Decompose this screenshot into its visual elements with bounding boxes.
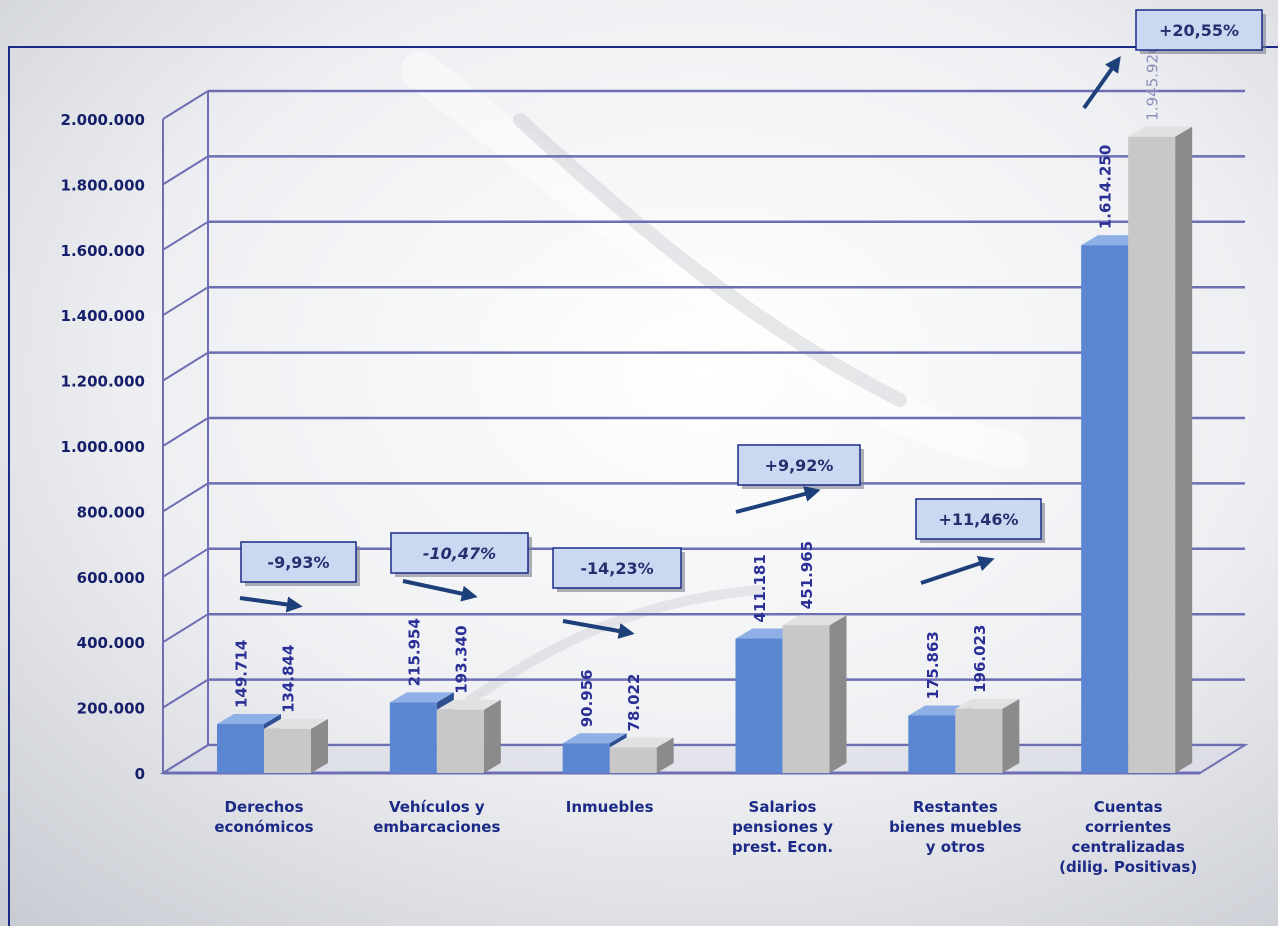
y-tick-label: 400.000 bbox=[77, 634, 145, 652]
x-tick-label: y otros bbox=[926, 838, 985, 856]
x-tick-label: económicos bbox=[214, 818, 313, 836]
gridline-diagonal bbox=[162, 286, 209, 317]
background-streak bbox=[401, 51, 1029, 469]
trend-down-arrow-icon bbox=[239, 596, 303, 613]
data-label: 451.965 bbox=[798, 541, 816, 609]
y-tick-label: 1.600.000 bbox=[61, 242, 145, 260]
change-box bbox=[552, 547, 682, 589]
y-tick-label: 200.000 bbox=[77, 700, 145, 718]
y-tick-label: 1.000.000 bbox=[61, 438, 145, 456]
bar bbox=[389, 702, 437, 773]
gridline-diagonal bbox=[162, 678, 209, 709]
y-tick-label: 600.000 bbox=[77, 569, 145, 587]
bar bbox=[735, 638, 783, 773]
change-label: -9,93% bbox=[267, 553, 329, 572]
bar-top bbox=[217, 714, 281, 725]
bar-top bbox=[782, 615, 847, 626]
gridline-diagonal bbox=[162, 351, 209, 382]
bar-side bbox=[829, 615, 847, 773]
y-tick-label: 1.400.000 bbox=[61, 307, 145, 325]
x-tick-label: centralizadas bbox=[1071, 838, 1184, 856]
data-label: 134.844 bbox=[280, 645, 298, 713]
x-tick-label: Inmuebles bbox=[566, 798, 654, 816]
bar bbox=[1081, 245, 1129, 773]
change-label: -14,23% bbox=[580, 559, 653, 578]
x-tick-label: Restantes bbox=[913, 798, 998, 816]
x-tick-label: Cuentas bbox=[1094, 798, 1163, 816]
bar-top bbox=[1128, 126, 1193, 137]
bar bbox=[264, 728, 311, 773]
bar bbox=[908, 715, 956, 773]
bar bbox=[609, 747, 657, 773]
data-label: 1.945.926 bbox=[1144, 44, 1162, 120]
bar bbox=[955, 708, 1003, 773]
bar-top bbox=[609, 737, 674, 748]
bar bbox=[436, 709, 484, 773]
change-box bbox=[1135, 9, 1263, 51]
change-label: +9,92% bbox=[765, 456, 834, 475]
change-label: -10,47% bbox=[423, 544, 496, 563]
trend-down-arrow-icon bbox=[402, 579, 478, 602]
change-box bbox=[737, 444, 861, 486]
y-tick-label: 2.000.000 bbox=[61, 111, 145, 129]
y-tick-label: 1.800.000 bbox=[61, 176, 145, 194]
trend-up-arrow-icon bbox=[920, 555, 995, 585]
x-tick-label: Salarios bbox=[749, 798, 817, 816]
bar-side bbox=[1002, 698, 1020, 773]
gridline-diagonal bbox=[162, 482, 209, 513]
gridline-diagonal bbox=[162, 90, 209, 120]
gridline-diagonal bbox=[162, 613, 209, 644]
data-label: 175.863 bbox=[924, 631, 942, 699]
bar bbox=[562, 743, 610, 773]
bar-top bbox=[955, 698, 1020, 709]
x-tick-label: Derechos bbox=[225, 798, 304, 816]
bar-side bbox=[656, 737, 674, 773]
data-label: 1.614.250 bbox=[1097, 145, 1115, 229]
gridline-diagonal bbox=[162, 547, 209, 578]
data-label: 196.023 bbox=[971, 625, 989, 693]
y-tick-label: 800.000 bbox=[77, 503, 145, 521]
x-tick-label: prest. Econ. bbox=[732, 838, 833, 856]
data-label: 193.340 bbox=[452, 625, 470, 693]
x-tick-label: embarcaciones bbox=[373, 818, 500, 836]
bar-top bbox=[562, 733, 627, 744]
x-tick-label: corrientes bbox=[1085, 818, 1171, 836]
trend-down-arrow-icon bbox=[562, 619, 635, 639]
data-label: 411.181 bbox=[751, 554, 769, 622]
bar-top bbox=[389, 692, 454, 703]
change-box bbox=[390, 532, 529, 574]
trend-up-arrow-icon bbox=[735, 486, 821, 514]
y-tick-label: 0 bbox=[135, 765, 145, 783]
bar bbox=[1128, 136, 1176, 774]
bar bbox=[782, 625, 830, 773]
data-label: 90.956 bbox=[578, 669, 596, 727]
change-label: +20,55% bbox=[1159, 21, 1239, 40]
x-tick-label: bienes muebles bbox=[889, 818, 1022, 836]
bar-top bbox=[264, 718, 328, 729]
gridline-diagonal bbox=[162, 155, 209, 186]
bar-side bbox=[1175, 126, 1193, 774]
change-label: +11,46% bbox=[938, 510, 1018, 529]
gridline-diagonal bbox=[162, 220, 209, 251]
data-label: 215.954 bbox=[405, 618, 423, 686]
bar-top bbox=[436, 699, 501, 710]
background-streak bbox=[465, 585, 765, 705]
chart-frame bbox=[8, 46, 1278, 926]
data-label: 149.714 bbox=[233, 640, 251, 708]
change-box bbox=[915, 498, 1042, 540]
y-tick-label: 1.200.000 bbox=[61, 373, 145, 391]
gridline-diagonal bbox=[162, 417, 209, 447]
x-tick-label: Vehículos y bbox=[389, 798, 485, 816]
change-box bbox=[240, 541, 357, 583]
data-label: 78.022 bbox=[625, 674, 643, 732]
bar-side bbox=[483, 699, 501, 773]
bar bbox=[217, 724, 264, 773]
trend-up-arrow-icon bbox=[1082, 56, 1121, 110]
background-streak bbox=[513, 113, 907, 407]
x-tick-label: pensiones y bbox=[732, 818, 833, 836]
bar-side bbox=[311, 718, 328, 773]
x-tick-label: (dilig. Positivas) bbox=[1059, 858, 1197, 876]
